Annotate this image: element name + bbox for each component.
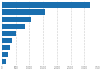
Bar — [2, 38, 12, 43]
Bar — [2, 24, 25, 29]
Bar — [2, 17, 31, 22]
Bar — [2, 52, 8, 57]
Bar — [2, 45, 10, 50]
Bar — [2, 2, 90, 8]
Bar — [2, 31, 16, 36]
Bar — [2, 59, 6, 64]
Bar — [2, 9, 44, 15]
